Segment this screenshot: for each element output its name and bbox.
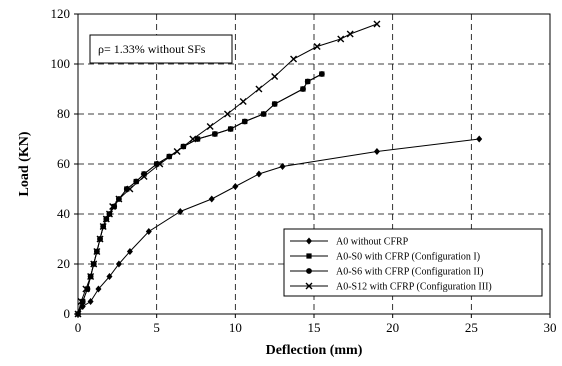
- legend-item: A0-S0 with CFRP (Configuration I): [290, 252, 480, 263]
- data-point-diamond: [126, 248, 133, 255]
- data-point-circle: [300, 86, 306, 92]
- data-point-x: [346, 30, 354, 38]
- data-point-x: [93, 248, 101, 255]
- data-point-x: [189, 135, 197, 143]
- y-axis-title: Load (KN): [17, 131, 32, 196]
- data-point-diamond: [115, 260, 122, 268]
- legend-frame: [283, 228, 543, 297]
- x-tick-label: 5: [153, 320, 160, 335]
- series-layer: [74, 20, 483, 318]
- series-group: [74, 20, 381, 318]
- data-point-x: [74, 310, 82, 318]
- data-point-diamond: [232, 183, 239, 190]
- data-point-x: [373, 20, 381, 28]
- data-point-x: [102, 215, 110, 223]
- data-point-x: [239, 98, 247, 105]
- legend-label: A0-S6 with CFRP (Configuration II): [336, 267, 483, 278]
- data-point-circle: [241, 118, 248, 125]
- data-point-circle: [271, 101, 278, 107]
- x-tick-label: 0: [75, 320, 82, 335]
- data-point-circle: [260, 111, 267, 117]
- axis-ticks: 0 5 10 15 20 25 30 0 20 40 60 80 100 120: [51, 6, 557, 335]
- data-point-circle: [111, 203, 118, 210]
- legend: A0 without CFRP A0-S0 with CFRP (Configur…: [283, 228, 543, 297]
- data-point-diamond: [145, 228, 152, 235]
- y-tick-label: 120: [51, 6, 71, 21]
- data-point-diamond: [373, 148, 380, 155]
- annotation-frame: [89, 34, 233, 64]
- data-point-x: [77, 298, 85, 305]
- data-point-x: [305, 282, 313, 290]
- x-tick-label: 25: [465, 320, 478, 335]
- legend-item: A0-S12 with CFRP (Configuration III): [290, 282, 492, 293]
- data-point-circle: [227, 126, 234, 132]
- data-point-circle: [304, 78, 311, 85]
- data-point-diamond: [306, 237, 312, 245]
- annotation-box: ρ= 1.33% without SFs: [89, 34, 233, 64]
- data-point-x: [255, 85, 263, 93]
- data-point-x: [271, 73, 279, 80]
- data-point-diamond: [476, 135, 483, 143]
- data-point-circle: [133, 178, 140, 185]
- data-point-x: [105, 210, 113, 218]
- data-point-x: [90, 260, 98, 268]
- data-point-circle: [211, 131, 218, 137]
- x-tick-label: 15: [308, 320, 321, 335]
- x-tick-label: 10: [229, 320, 242, 335]
- legend-label: A0-S12 with CFRP (Configuration III): [336, 282, 492, 293]
- y-tick-label: 0: [64, 306, 71, 321]
- data-point-x: [173, 148, 181, 155]
- data-point-x: [290, 55, 298, 63]
- data-point-x: [126, 185, 134, 193]
- data-point-diamond: [255, 170, 262, 178]
- data-point-x: [223, 110, 231, 118]
- legend-label: A0 without CFRP: [336, 237, 409, 248]
- data-point-diamond: [95, 285, 102, 293]
- data-point-diamond: [87, 298, 94, 305]
- data-point-circle: [318, 71, 325, 77]
- data-point-x: [313, 43, 321, 50]
- data-point-x: [109, 203, 117, 210]
- y-tick-label: 100: [51, 56, 71, 71]
- data-point-x: [82, 285, 90, 293]
- y-tick-label: 60: [57, 156, 70, 171]
- data-point-square: [306, 253, 312, 259]
- data-point-x: [140, 173, 148, 180]
- annotation-text: ρ= 1.33% without SFs: [98, 42, 206, 56]
- data-point-x: [115, 195, 123, 203]
- data-point-x: [206, 123, 214, 130]
- data-point-x: [156, 160, 164, 168]
- x-axis-title: Deflection (mm): [266, 343, 363, 358]
- data-point-diamond: [208, 195, 215, 203]
- data-point-circle: [194, 136, 201, 142]
- data-point-x: [96, 235, 104, 243]
- y-tick-label: 20: [57, 256, 70, 271]
- data-point-diamond: [279, 163, 286, 170]
- y-tick-label: 80: [57, 106, 70, 121]
- data-point-diamond: [106, 273, 113, 280]
- y-tick-label: 40: [57, 206, 70, 221]
- legend-item: A0-S6 with CFRP (Configuration II): [290, 267, 483, 278]
- x-tick-label: 30: [544, 320, 557, 335]
- data-point-x: [337, 35, 345, 43]
- data-point-x: [87, 273, 95, 280]
- data-point-diamond: [177, 208, 184, 215]
- legend-label: A0-S0 with CFRP (Configuration I): [336, 252, 480, 263]
- x-tick-label: 20: [386, 320, 399, 335]
- data-point-x: [99, 223, 107, 230]
- data-point-circle: [306, 268, 312, 274]
- legend-item: A0 without CFRP: [290, 237, 409, 248]
